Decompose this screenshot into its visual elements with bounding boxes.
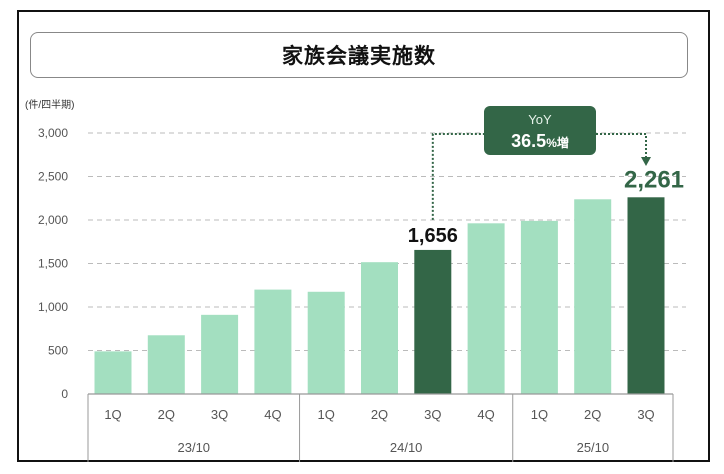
- y-tick-label: 500: [48, 344, 68, 358]
- x-category-label: 2Q: [371, 407, 388, 422]
- x-category-label: 3Q: [424, 407, 441, 422]
- bar: [414, 249, 452, 394]
- yoy-value: 36.5%増: [511, 131, 569, 151]
- bar: [361, 262, 398, 394]
- bar: [574, 199, 612, 394]
- yoy-badge: [484, 106, 596, 155]
- arrow-down-icon: [641, 157, 651, 166]
- x-category-label: 1Q: [318, 407, 335, 422]
- x-category-label: 4Q: [477, 407, 494, 422]
- y-tick-label: 3,000: [38, 126, 68, 140]
- bar: [627, 197, 665, 394]
- bar: [94, 351, 132, 394]
- y-tick-label: 2,000: [38, 213, 68, 227]
- bar: [307, 291, 345, 394]
- bar: [254, 289, 292, 394]
- yoy-suffix: %増: [546, 135, 569, 150]
- yoy-connector-left: [431, 133, 486, 220]
- x-category-label: 4Q: [264, 407, 281, 422]
- y-tick-label: 0: [61, 387, 68, 401]
- x-category-label: 1Q: [531, 407, 548, 422]
- group-label: 24/10: [390, 440, 423, 455]
- group-label: 23/10: [178, 440, 211, 455]
- bar: [467, 223, 505, 394]
- x-category-label: 3Q: [637, 407, 654, 422]
- bar: [201, 314, 239, 394]
- data-label-highlight: 1,656: [408, 225, 458, 247]
- bar: [520, 220, 558, 394]
- x-category-label: 2Q: [584, 407, 601, 422]
- x-category-label: 1Q: [104, 407, 121, 422]
- y-tick-label: 2,500: [38, 170, 68, 184]
- y-axis-unit-label: (件/四半期): [25, 100, 75, 111]
- y-tick-label: 1,000: [38, 300, 68, 314]
- chart-title: 家族会議実施数: [30, 32, 688, 78]
- group-label: 25/10: [577, 440, 610, 455]
- yoy-connector-right: [596, 133, 647, 158]
- yoy-label: YoY: [528, 112, 552, 127]
- data-label-highlight: 2,261: [624, 166, 684, 193]
- chart-frame: [17, 10, 710, 462]
- bar: [147, 335, 185, 394]
- y-tick-label: 1,500: [38, 257, 68, 271]
- x-category-label: 3Q: [211, 407, 228, 422]
- chart-title-text: 家族会議実施数: [282, 45, 436, 68]
- x-category-label: 2Q: [158, 407, 175, 422]
